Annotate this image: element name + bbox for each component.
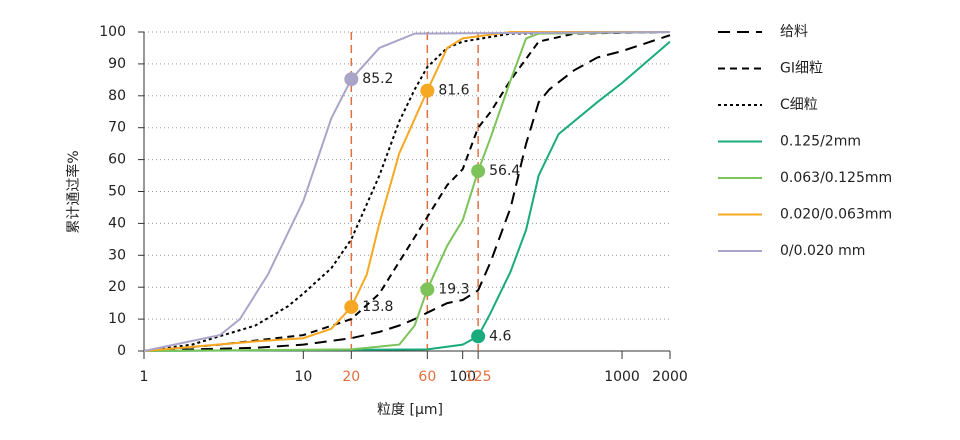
y-tick-label: 90: [108, 56, 126, 72]
x-tick-label: 1000: [604, 369, 640, 385]
y-tick-label: 40: [108, 215, 126, 231]
data-label: 13.8: [362, 299, 393, 315]
y-tick-label: 20: [108, 279, 126, 295]
x-tick-label: 1: [140, 369, 149, 385]
highlight-point: [471, 329, 486, 344]
series-line: [143, 40, 671, 352]
y-tick-label: 0: [117, 343, 126, 359]
highlight-point: [471, 164, 486, 179]
series-line: [143, 31, 671, 352]
data-label: 19.3: [438, 281, 469, 297]
x-axis-label: 粒度 [μm]: [377, 402, 443, 418]
legend-label: 0/0.020 mm: [780, 243, 865, 259]
highlight-point: [344, 72, 359, 87]
legend-label: 0.020/0.063mm: [780, 207, 892, 223]
y-tick-label: 50: [108, 184, 126, 200]
series-line: [143, 31, 671, 352]
x-tick-label: 10: [294, 369, 312, 385]
legend-label: GI细粒: [780, 61, 823, 77]
highlight-point: [420, 83, 435, 98]
legend-label: 0.125/2mm: [780, 134, 861, 150]
data-label: 81.6: [438, 83, 469, 99]
y-axis-label: 累计通过率%: [65, 150, 82, 233]
y-tick-label: 70: [108, 120, 126, 136]
x-tick-label: 100: [449, 369, 476, 385]
legend-label: C细粒: [780, 97, 818, 113]
data-label: 85.2: [362, 71, 393, 87]
highlight-point: [344, 299, 359, 314]
x-tick-label: 20: [342, 369, 360, 385]
y-tick-label: 10: [108, 311, 126, 327]
x-tick-label: 2000: [652, 369, 688, 385]
x-tick-label: 125: [465, 369, 492, 385]
y-tick-label: 80: [108, 88, 126, 104]
y-tick-label: 60: [108, 152, 126, 168]
y-tick-label: 100: [99, 24, 126, 40]
data-label: 56.4: [489, 163, 520, 179]
series-line: [143, 34, 671, 352]
series-line: [143, 31, 670, 352]
data-label: 4.6: [489, 328, 511, 344]
y-tick-label: 30: [108, 247, 126, 263]
series-line: [143, 31, 671, 352]
legend-label: 0.063/0.125mm: [780, 170, 892, 186]
highlight-point: [420, 282, 435, 297]
x-tick-label: 60: [418, 369, 436, 385]
legend-label: 给料: [780, 24, 808, 40]
series-line: [143, 31, 671, 352]
